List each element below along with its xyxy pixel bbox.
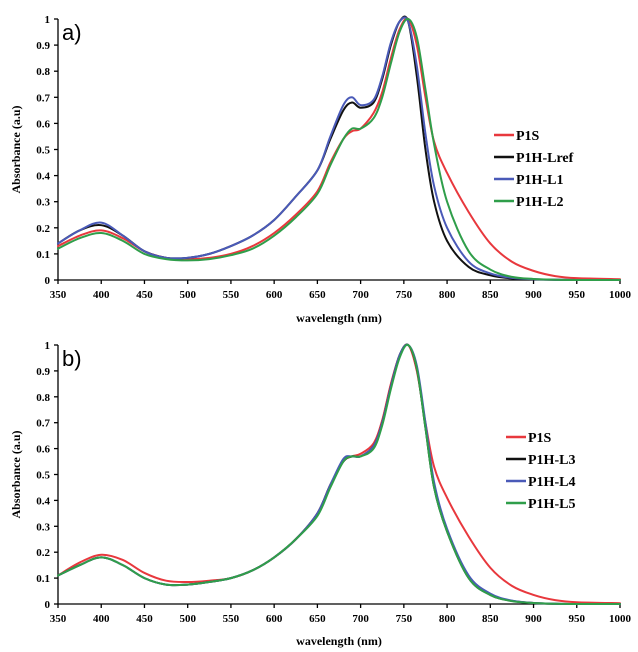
x-axis-title: wavelength (nm) bbox=[296, 634, 382, 648]
legend: P1S P1H-Lref P1H-L1 P1H-L2 bbox=[494, 129, 574, 210]
legend-label: P1H-L1 bbox=[516, 173, 563, 188]
legend-label: P1H-L3 bbox=[528, 453, 575, 468]
y-tick-label: 0.3 bbox=[36, 521, 50, 533]
x-tick-label: 500 bbox=[179, 289, 196, 301]
y-tick-label: 0.1 bbox=[36, 573, 50, 585]
x-tick-label: 850 bbox=[482, 289, 499, 301]
x-tick-label: 900 bbox=[525, 289, 542, 301]
legend-label: P1H-L2 bbox=[516, 195, 563, 210]
chart-panel-1: 0 0.1 0.2 0.3 0.4 0.5 0.6 0.7 0.8 0.9 1 350 400 450 50… bbox=[9, 14, 632, 325]
x-tick-label: 800 bbox=[439, 289, 456, 301]
y-axis-title: Absorbance (a.u) bbox=[9, 105, 23, 193]
legend-label: P1H-L4 bbox=[528, 475, 575, 490]
series-line-p1h-l2 bbox=[57, 17, 621, 282]
y-tick-label: 0.5 bbox=[36, 145, 50, 157]
x-tick-label: 650 bbox=[309, 613, 326, 625]
legend-label: P1S bbox=[516, 129, 540, 144]
y-tick-label: 0.2 bbox=[36, 223, 50, 235]
y-tick-label: 1 bbox=[45, 14, 51, 26]
x-tick-label: 400 bbox=[93, 613, 110, 625]
legend-label: P1H-L5 bbox=[528, 497, 575, 512]
x-tick-label: 400 bbox=[93, 289, 110, 301]
x-tick-label: 500 bbox=[179, 613, 196, 625]
y-axis-title: Absorbance (a.u) bbox=[9, 430, 23, 518]
x-tick-label: 850 bbox=[482, 613, 499, 625]
x-tick-label: 350 bbox=[50, 289, 67, 301]
x-tick-label: 550 bbox=[223, 613, 240, 625]
x-tick-label: 450 bbox=[136, 289, 153, 301]
y-tick-label: 0.5 bbox=[36, 470, 50, 482]
y-tick-label: 0.6 bbox=[36, 118, 50, 130]
x-tick-label: 700 bbox=[352, 289, 369, 301]
chart-panel-2: 0 0.1 0.2 0.3 0.4 0.5 0.6 0.7 0.8 0.9 1 350 400 450 50… bbox=[9, 340, 632, 648]
y-tick-label: 0.9 bbox=[36, 366, 50, 378]
x-tick-label: 1000 bbox=[609, 613, 632, 625]
legend-label: P1H-Lref bbox=[516, 151, 574, 166]
y-tick-label: 0.7 bbox=[36, 92, 50, 104]
panel-label: a) bbox=[62, 20, 82, 45]
x-tick-label: 350 bbox=[50, 613, 67, 625]
x-tick-label: 700 bbox=[352, 613, 369, 625]
y-tick-label: 1 bbox=[45, 340, 51, 352]
y-tick-label: 0.8 bbox=[36, 66, 50, 78]
x-tick-label: 950 bbox=[569, 289, 586, 301]
x-tick-label: 600 bbox=[266, 289, 283, 301]
x-tick-label: 800 bbox=[439, 613, 456, 625]
x-tick-label: 750 bbox=[396, 289, 413, 301]
y-tick-label: 0.4 bbox=[36, 171, 50, 183]
y-tick-label: 0.7 bbox=[36, 418, 50, 430]
x-tick-label: 950 bbox=[569, 613, 586, 625]
y-tick-label: 0.2 bbox=[36, 547, 50, 559]
y-tick-label: 0 bbox=[45, 275, 51, 287]
x-tick-label: 450 bbox=[136, 613, 153, 625]
x-tick-label: 750 bbox=[396, 613, 413, 625]
x-tick-label: 550 bbox=[223, 289, 240, 301]
x-tick-label: 600 bbox=[266, 613, 283, 625]
series-line-p1h-l5 bbox=[57, 343, 621, 606]
series-line-p1h-l1 bbox=[57, 16, 621, 282]
y-tick-label: 0.6 bbox=[36, 444, 50, 456]
legend: P1S P1H-L3 P1H-L4 P1H-L5 bbox=[506, 431, 575, 512]
legend-label: P1S bbox=[528, 431, 552, 446]
x-tick-label: 1000 bbox=[609, 289, 632, 301]
y-tick-label: 0.9 bbox=[36, 40, 50, 52]
y-tick-label: 0 bbox=[45, 599, 51, 611]
y-tick-label: 0.1 bbox=[36, 249, 50, 261]
y-tick-label: 0.8 bbox=[36, 392, 50, 404]
y-tick-label: 0.4 bbox=[36, 495, 50, 507]
panel-label: b) bbox=[62, 346, 82, 371]
x-axis-title: wavelength (nm) bbox=[296, 311, 382, 325]
x-tick-label: 650 bbox=[309, 289, 326, 301]
x-tick-label: 900 bbox=[525, 613, 542, 625]
y-tick-label: 0.3 bbox=[36, 197, 50, 209]
series-line-p1s bbox=[57, 343, 621, 605]
